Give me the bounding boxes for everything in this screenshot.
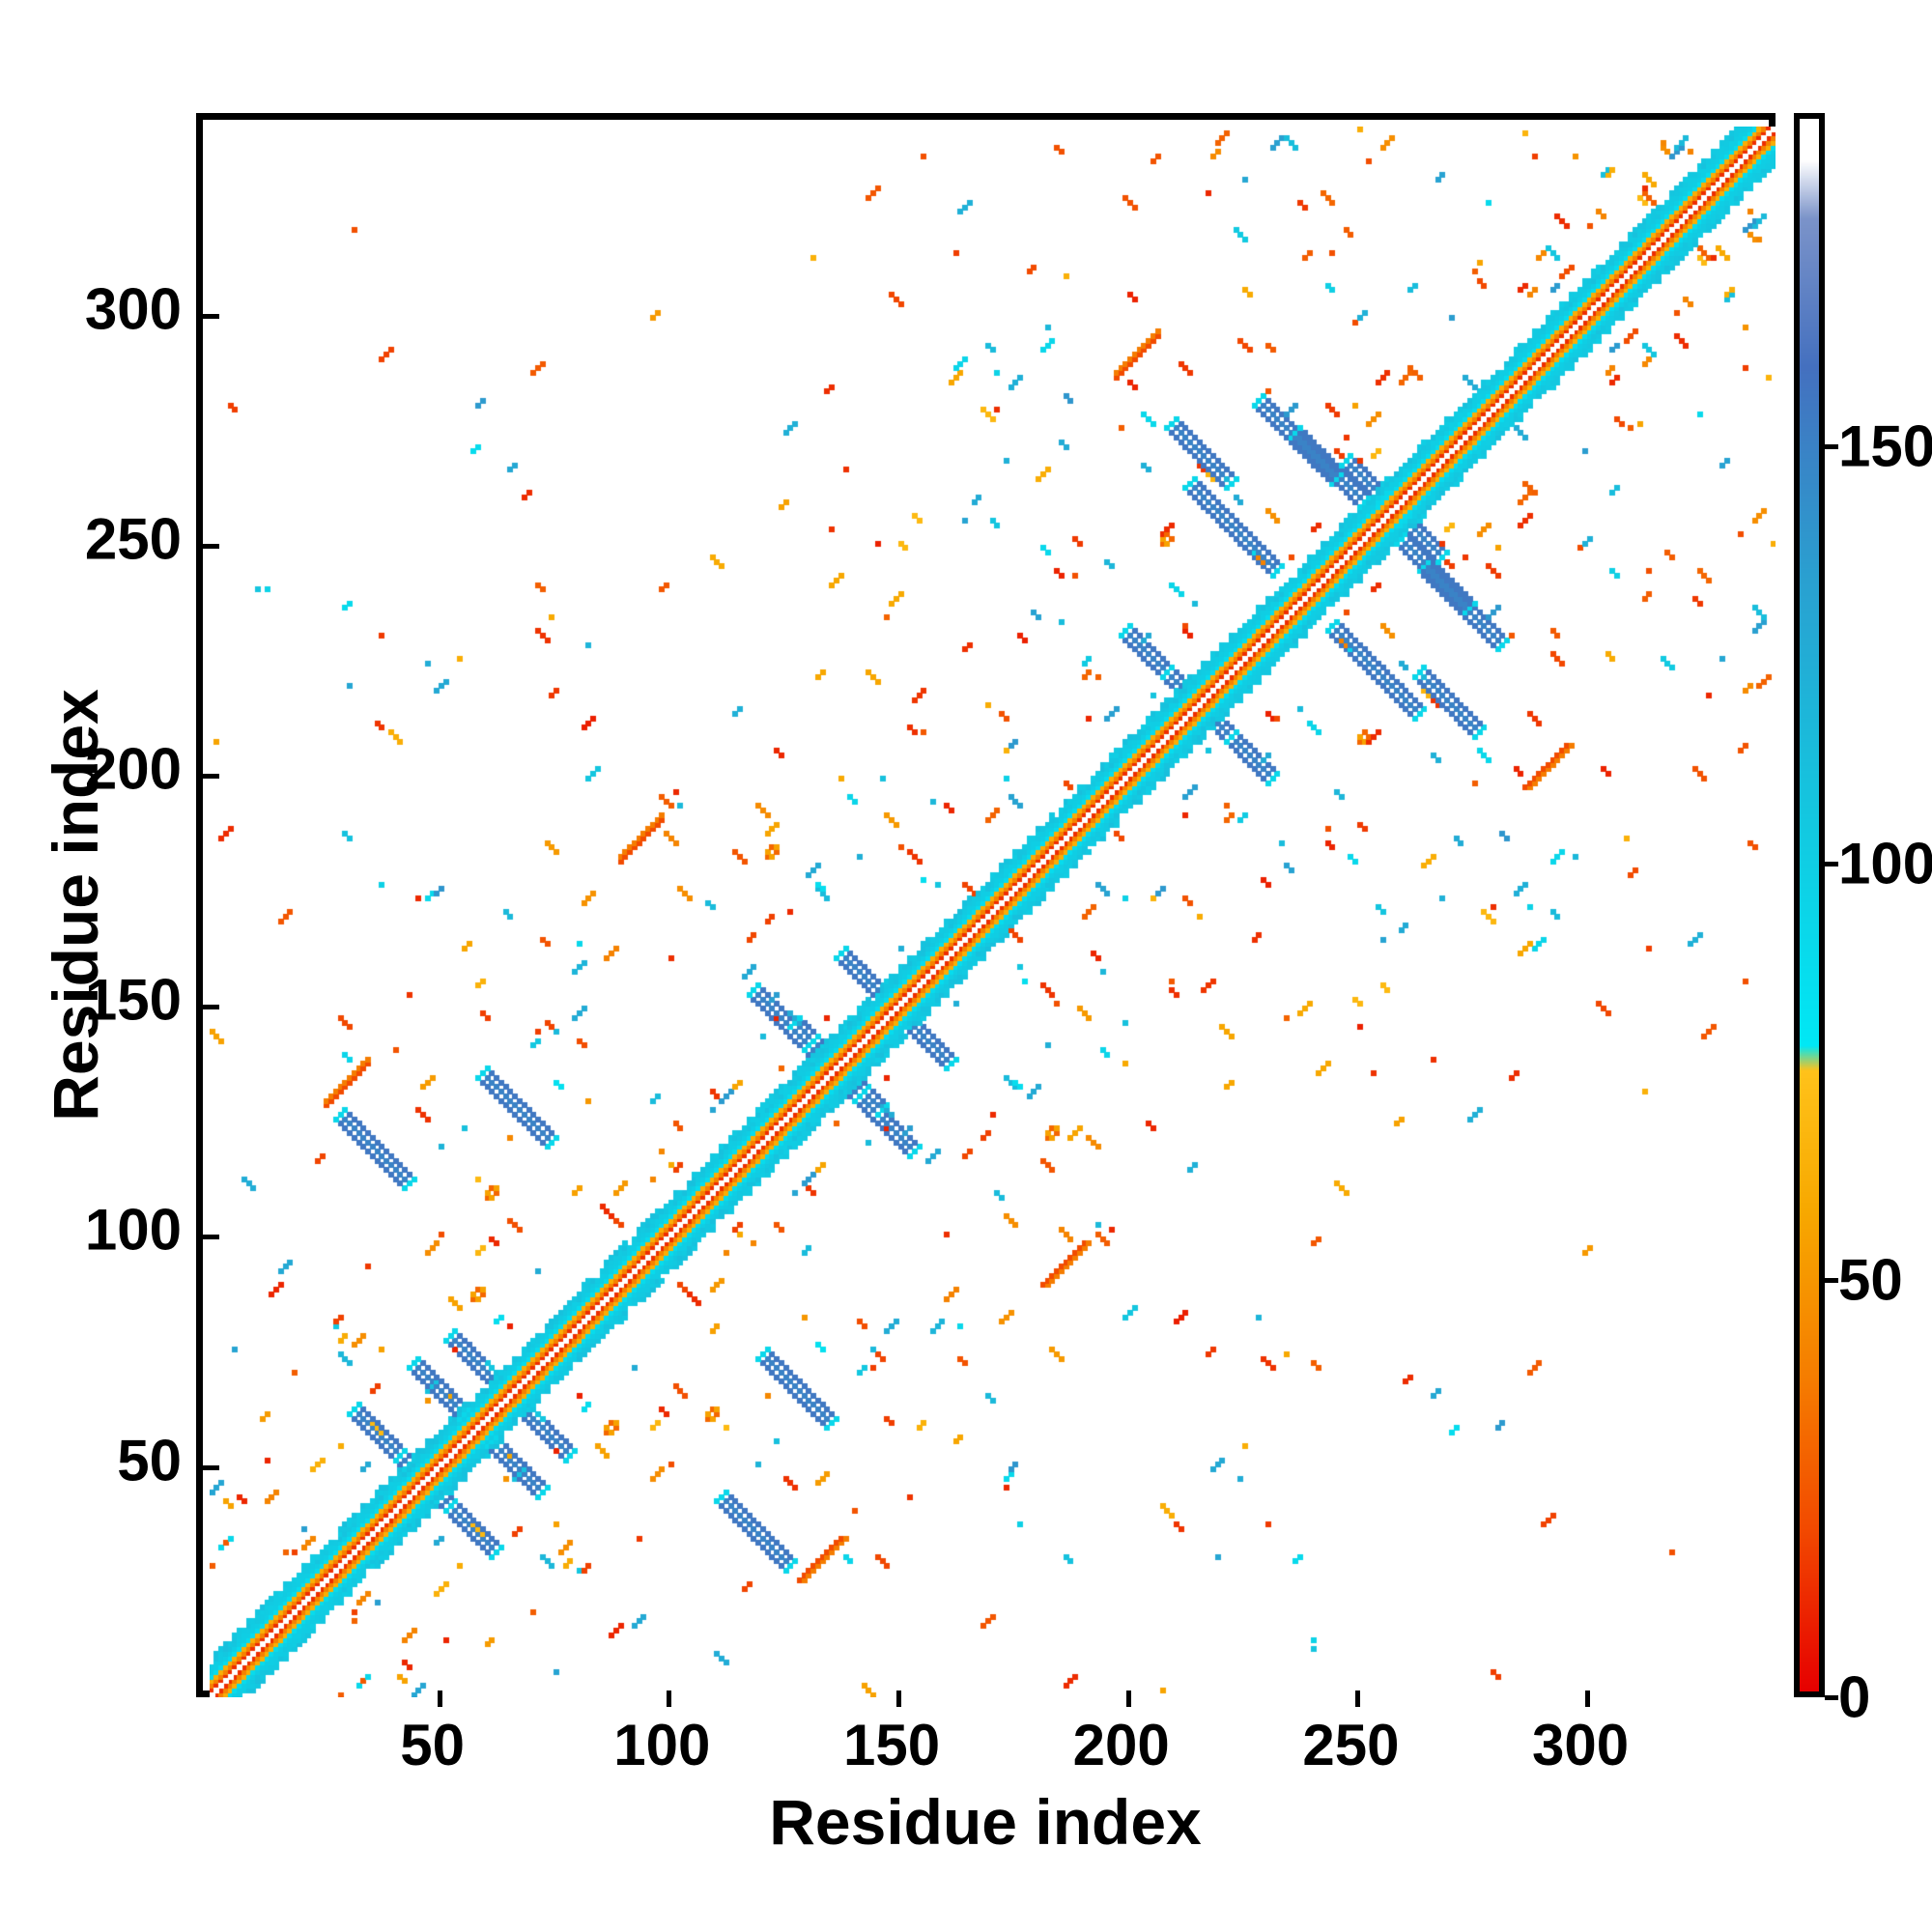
y-tick-label: 100: [84, 1197, 182, 1263]
heatmap-canvas: [210, 127, 1776, 1697]
x-tick-label: 50: [400, 1713, 466, 1777]
y-tick-label: 250: [84, 506, 182, 572]
y-tick: [203, 1235, 219, 1240]
colorbar: [1794, 113, 1825, 1697]
y-tick: [203, 313, 219, 319]
x-tick: [896, 1690, 902, 1707]
y-tick: [203, 543, 219, 549]
y-tick-label: 300: [84, 276, 182, 341]
colorbar-tick: [1825, 861, 1838, 867]
x-tick-label: 100: [613, 1713, 711, 1777]
y-tick-label: 150: [84, 967, 182, 1033]
colorbar-tick-label: 0: [1838, 1664, 1871, 1730]
x-tick: [1585, 1690, 1591, 1707]
x-tick: [1355, 1690, 1361, 1707]
y-tick: [203, 1004, 219, 1009]
colorbar-tick-label: 100: [1838, 831, 1932, 896]
y-tick-label: 200: [84, 736, 182, 802]
x-tick-label: 200: [1072, 1713, 1170, 1777]
x-tick: [667, 1690, 672, 1707]
x-tick-label: 150: [842, 1713, 941, 1777]
colorbar-gradient: [1800, 119, 1819, 1691]
colorbar-tick: [1825, 444, 1838, 450]
x-tick-label: 250: [1302, 1713, 1400, 1777]
colorbar-tick-label: 150: [1838, 413, 1932, 479]
contact-map-plot: [196, 113, 1776, 1707]
x-axis-title: Residue index: [769, 1786, 1202, 1858]
y-tick: [203, 1464, 219, 1470]
colorbar-tick: [1825, 1278, 1838, 1284]
y-tick-label: 50: [117, 1428, 182, 1493]
colorbar-tick-label: 50: [1838, 1247, 1903, 1313]
y-tick: [203, 774, 219, 780]
x-tick: [1125, 1690, 1131, 1707]
x-tick-label: 300: [1532, 1713, 1630, 1777]
y-axis-title: Residue index: [40, 689, 111, 1122]
x-tick: [437, 1690, 442, 1707]
colorbar-tick: [1825, 1695, 1838, 1700]
